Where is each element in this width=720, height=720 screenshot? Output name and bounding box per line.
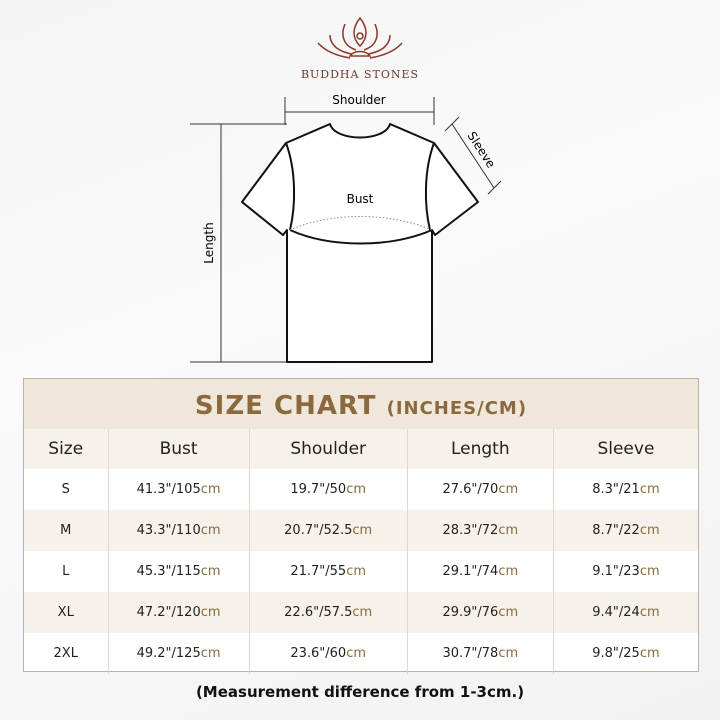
cm-unit: cm	[346, 646, 367, 661]
inch-value: 47.2"/120	[136, 605, 201, 620]
inch-value: 30.7"/78	[442, 646, 499, 661]
table-row: XL 47.2"/120 cm 22.6"/57.5 cm 29.9"/76 cm 9.4"/…	[24, 592, 698, 633]
size-chart-title: SIZE CHART (INCHES/CM)	[24, 379, 698, 429]
cm-unit: cm	[639, 605, 660, 620]
cm-unit: cm	[346, 482, 367, 497]
cm-unit: cm	[498, 482, 519, 497]
measurement-cell: 30.7"/78 cm	[408, 633, 554, 674]
measurement-cell: 27.6"/70 cm	[408, 469, 554, 510]
measurement-cell: 19.7"/50 cm	[250, 469, 408, 510]
cm-unit: cm	[498, 523, 519, 538]
inch-value: 20.7"/52.5	[284, 523, 353, 538]
inch-value: 23.6"/60	[290, 646, 347, 661]
measurement-cell: 8.3"/21 cm	[554, 469, 698, 510]
inch-value: 8.3"/21	[592, 482, 640, 497]
cm-unit: cm	[498, 646, 519, 661]
column-header: Sleeve	[597, 439, 655, 459]
measurement-cell: 9.1"/23 cm	[554, 551, 698, 592]
size-cell: M	[24, 510, 109, 551]
inch-value: 27.6"/70	[442, 482, 499, 497]
table-row: 2XL 49.2"/125 cm 23.6"/60 cm 30.7"/78 cm 9.8"/2…	[24, 633, 698, 674]
inch-value: 9.8"/25	[592, 646, 640, 661]
measurement-cell: 43.3"/110 cm	[109, 510, 250, 551]
cm-unit: cm	[352, 523, 373, 538]
measurement-cell: 8.7"/22 cm	[554, 510, 698, 551]
measurement-cell: 23.6"/60 cm	[250, 633, 408, 674]
column-header: Size	[24, 429, 109, 469]
shoulder-label: Shoulder	[332, 93, 386, 107]
lotus-logo-icon	[317, 16, 403, 59]
cm-unit: cm	[200, 523, 221, 538]
inch-value: 8.7"/22	[592, 523, 640, 538]
title-units: (INCHES/CM)	[386, 398, 528, 419]
cm-unit: cm	[200, 646, 221, 661]
measurement-cell: 29.9"/76 cm	[408, 592, 554, 633]
length-label: Length	[202, 222, 216, 263]
column-header: Length	[408, 429, 554, 469]
bust-label: Bust	[347, 192, 374, 206]
cm-unit: cm	[200, 564, 221, 579]
table-row: S 41.3"/105 cm 19.7"/50 cm 27.6"/70 cm 8.3"/21 c…	[24, 469, 698, 510]
inch-value: 9.4"/24	[592, 605, 640, 620]
cm-unit: cm	[200, 605, 221, 620]
sleeve-label: Sleeve	[465, 129, 499, 170]
measurement-note: (Measurement difference from 1-3cm.)	[195, 683, 525, 701]
measurement-cell: 41.3"/105 cm	[109, 469, 250, 510]
measurement-cell: 49.2"/125 cm	[109, 633, 250, 674]
tshirt-diagram: Shoulder Bust Length Sleeve	[190, 16, 502, 363]
inch-value: 21.7"/55	[290, 564, 347, 579]
cm-unit: cm	[639, 564, 660, 579]
inch-value: 29.1"/74	[442, 564, 499, 579]
column-header: Bust	[109, 429, 250, 469]
size-cell: L	[24, 551, 109, 592]
cm-unit: cm	[639, 646, 660, 661]
inch-value: 41.3"/105	[136, 482, 201, 497]
cm-unit: cm	[346, 564, 367, 579]
inch-value: 22.6"/57.5	[284, 605, 353, 620]
measurement-cell: 9.8"/25 cm	[554, 633, 698, 674]
cm-unit: cm	[200, 482, 221, 497]
table-row: M 43.3"/110 cm 20.7"/52.5 cm 28.3"/72 cm 8.7"/2…	[24, 510, 698, 551]
inch-value: 49.2"/125	[136, 646, 201, 661]
inch-value: 29.9"/76	[442, 605, 499, 620]
measurement-cell: 20.7"/52.5 cm	[250, 510, 408, 551]
cm-unit: cm	[352, 605, 373, 620]
inch-value: 19.7"/50	[290, 482, 347, 497]
header-row: Size Bust Shoulder Length Sleeve	[24, 429, 698, 469]
title-text: SIZE CHART	[194, 391, 377, 421]
measurement-cell: 28.3"/72 cm	[408, 510, 554, 551]
size-cell: 2XL	[24, 633, 109, 674]
measurement-cell: 47.2"/120 cm	[109, 592, 250, 633]
column-header: Shoulder	[250, 429, 408, 469]
measurement-cell: 22.6"/57.5 cm	[250, 592, 408, 633]
size-cell: XL	[24, 592, 109, 633]
measurement-cell: 29.1"/74 cm	[408, 551, 554, 592]
size-cell: S	[24, 469, 109, 510]
cm-unit: cm	[639, 523, 660, 538]
cm-unit: cm	[498, 564, 519, 579]
brand-name: BUDDHA STONES	[300, 68, 420, 81]
measurement-cell: 21.7"/55 cm	[250, 551, 408, 592]
table-row: L 45.3"/115 cm 21.7"/55 cm 29.1"/74 cm 9.1"/23 c…	[24, 551, 698, 592]
cm-unit: cm	[498, 605, 519, 620]
inch-value: 43.3"/110	[136, 523, 201, 538]
inch-value: 28.3"/72	[442, 523, 499, 538]
cm-unit: cm	[639, 482, 660, 497]
measurement-cell: 9.4"/24 cm	[554, 592, 698, 633]
measurement-cell: 45.3"/115 cm	[109, 551, 250, 592]
size-chart-table: SIZE CHART (INCHES/CM) Size Bust Shoulder L…	[23, 378, 699, 674]
inch-value: 9.1"/23	[592, 564, 640, 579]
inch-value: 45.3"/115	[136, 564, 201, 579]
